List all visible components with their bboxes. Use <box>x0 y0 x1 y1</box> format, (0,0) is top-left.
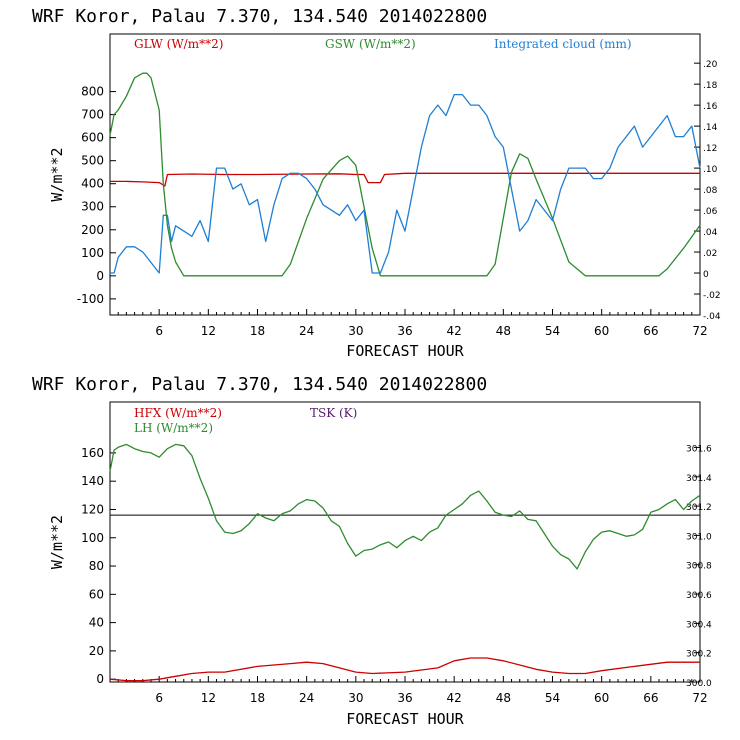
chart1-y-tick-label: -100 <box>77 292 104 306</box>
chart1-legend-entry: Integrated cloud (mm) <box>494 37 632 51</box>
chart2-y2-tick-label: 300.4 <box>686 620 712 630</box>
chart2-x-axis-label: FORECAST HOUR <box>346 710 464 728</box>
chart1-x-tick-label: 42 <box>447 324 462 338</box>
chart1-y-tick-label: 700 <box>81 108 104 122</box>
chart1-y2-tick-label: .12 <box>703 144 717 154</box>
chart2-y-tick-label: 160 <box>81 446 104 460</box>
chart1-y2-tick-label: .16 <box>703 102 718 112</box>
chart2-title: WRF Koror, Palau 7.370, 134.540 20140228… <box>32 374 487 395</box>
chart2-y2-tick-label: 300.2 <box>686 650 712 660</box>
chart2-y-axis-label: W/m**2 <box>48 515 66 569</box>
chart2-y-tick-label: 0 <box>96 672 104 686</box>
chart1-x-tick-label: 60 <box>594 324 609 338</box>
chart1-x-axis-label: FORECAST HOUR <box>346 342 464 360</box>
chart2-x-tick-label: 6 <box>155 691 163 705</box>
chart1-x-tick-label: 18 <box>250 324 265 338</box>
chart1-y-tick-label: 200 <box>81 223 104 237</box>
chart2-y-tick-label: 120 <box>81 502 104 516</box>
chart1-y2-tick-label: .04 <box>703 228 718 238</box>
chart1-y2-tick-label: .06 <box>703 207 718 217</box>
chart1-y2-tick-label: .10 <box>703 165 718 175</box>
chart1-y-tick-label: 100 <box>81 246 104 260</box>
chart1-y-tick-label: 300 <box>81 200 104 214</box>
chart2-x-tick-label: 36 <box>397 691 412 705</box>
chart1-y2-tick-label: .18 <box>703 81 718 91</box>
chart1-y-tick-label: 600 <box>81 131 104 145</box>
chart2-y-tick-label: 140 <box>81 474 104 488</box>
chart2-x-tick-label: 48 <box>496 691 511 705</box>
chart1-legend-entry: GLW (W/m**2) <box>134 37 223 51</box>
chart1-y2-tick-label: .02 <box>703 249 717 259</box>
chart1-y2-tick-label: 0 <box>703 270 709 280</box>
chart1-y-axis-label: W/m**2 <box>48 147 66 201</box>
chart2-y-tick-label: 100 <box>81 531 104 545</box>
chart2-series-lh-line <box>109 443 701 570</box>
chart2-x-tick-label: 18 <box>250 691 265 705</box>
chart1-series-glw-line <box>110 172 700 187</box>
chart2-y-tick-label: 20 <box>89 644 104 658</box>
chart2-x-tick-label: 42 <box>447 691 462 705</box>
chart2-y2-tick-label: 300.0 <box>686 679 712 689</box>
chart1-x-tick-label: 30 <box>348 324 363 338</box>
chart1-y2-tick-label: .14 <box>703 123 718 133</box>
chart1-series-integrated-line <box>110 93 701 274</box>
chart1-y-tick-label: 0 <box>96 269 104 283</box>
chart1-x-tick-label: 24 <box>299 324 314 338</box>
chart2-y2-tick-label: 301.6 <box>686 444 712 454</box>
chart2-legend-entry: LH (W/m**2) <box>134 421 213 435</box>
chart1-x-tick-label: 36 <box>397 324 412 338</box>
chart2-y2-tick-label: 300.6 <box>686 591 712 601</box>
chart1-series-gsw-line <box>109 72 701 277</box>
chart1-y-tick-label: 800 <box>81 85 104 99</box>
chart1-x-tick-label: 48 <box>496 324 511 338</box>
chart2-plot-frame <box>109 401 701 683</box>
chart1-title: WRF Koror, Palau 7.370, 134.540 20140228… <box>32 6 487 27</box>
chart2-legend-entry: HFX (W/m**2) <box>134 406 222 420</box>
chart1-y2-tick-label: .08 <box>703 186 718 196</box>
chart1-y-tick-label: 500 <box>81 154 104 168</box>
chart2-x-tick-label: 54 <box>545 691 560 705</box>
chart2-y2-tick-label: 301.2 <box>686 503 712 513</box>
chart2-y2-tick-label: 300.8 <box>686 562 712 572</box>
chart1-x-tick-label: 6 <box>155 324 163 338</box>
chart1-y2-tick-label: -.02 <box>703 291 721 301</box>
chart2-x-tick-label: 24 <box>299 691 314 705</box>
chart1-legend-entry: GSW (W/m**2) <box>325 37 416 51</box>
chart1-x-tick-label: 72 <box>692 324 707 338</box>
chart2-x-tick-label: 30 <box>348 691 363 705</box>
chart2-x-tick-label: 66 <box>643 691 658 705</box>
chart1-y2-tick-label: .20 <box>703 60 718 70</box>
chart1-y2-tick-label: -.04 <box>703 312 721 322</box>
chart2-x-tick-label: 12 <box>201 691 216 705</box>
chart2-y2-tick-label: 301.4 <box>686 474 712 484</box>
chart2-x-tick-label: 72 <box>692 691 707 705</box>
chart2-y2-tick-label: 301.0 <box>686 532 712 542</box>
chart2-y-tick-label: 40 <box>89 616 104 630</box>
chart1-x-tick-label: 54 <box>545 324 560 338</box>
chart1-x-tick-label: 66 <box>643 324 658 338</box>
chart1-y-tick-label: 400 <box>81 177 104 191</box>
chart2-series-hfx-line <box>109 657 700 682</box>
chart2-y-tick-label: 60 <box>89 587 104 601</box>
chart1-x-tick-label: 12 <box>201 324 216 338</box>
chart2-y-tick-label: 80 <box>89 559 104 573</box>
chart2-x-tick-label: 60 <box>594 691 609 705</box>
chart2-legend-entry: TSK (K) <box>310 406 357 420</box>
